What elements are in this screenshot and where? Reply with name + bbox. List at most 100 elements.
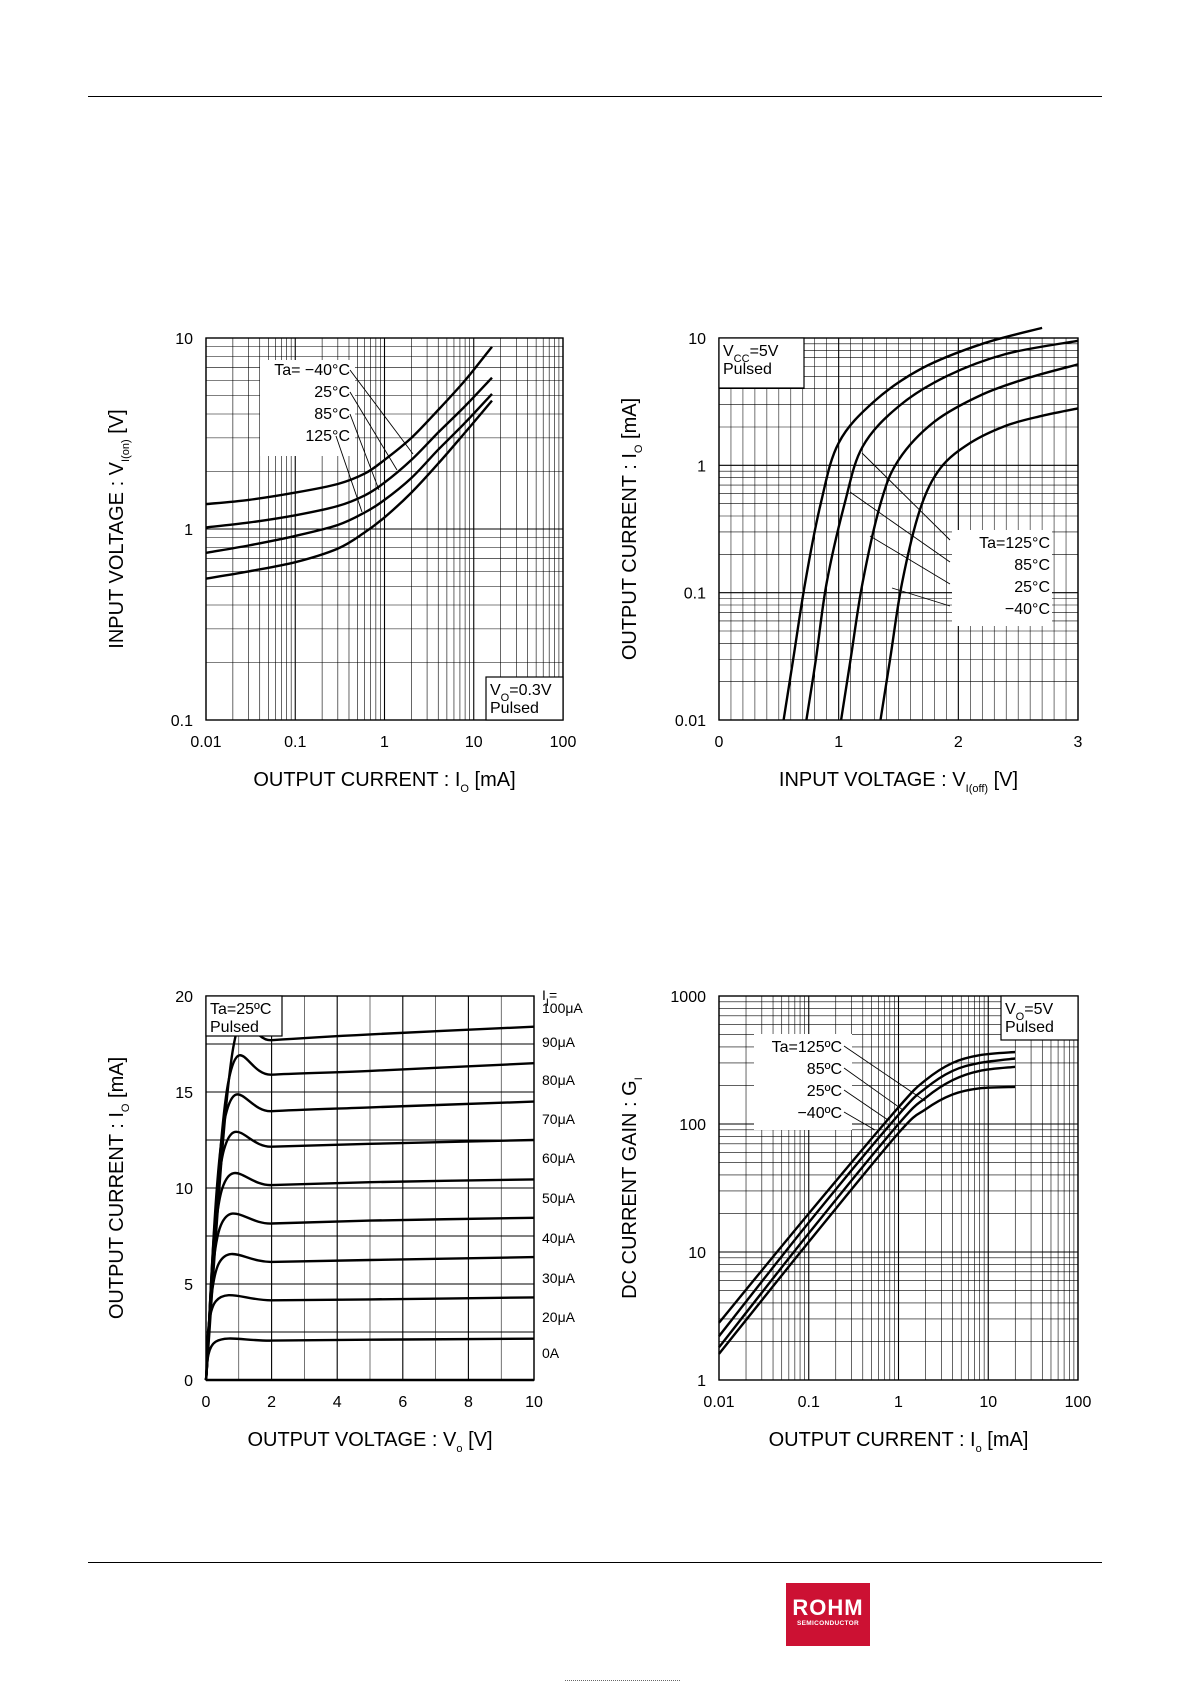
x-tick-label: 2 bbox=[267, 1394, 276, 1411]
x-tick-label: 4 bbox=[333, 1394, 342, 1411]
series-line bbox=[805, 339, 1079, 721]
legend-leader bbox=[843, 1045, 926, 1102]
legend-label: 25°C bbox=[314, 384, 350, 401]
condition-line-2: Pulsed bbox=[490, 700, 539, 717]
x-tick-label: 0 bbox=[202, 1394, 211, 1411]
x-axis-label: OUTPUT CURRENT : IO [mA] bbox=[253, 769, 515, 795]
series-line bbox=[782, 326, 1043, 721]
x-tick-label: 8 bbox=[464, 1394, 473, 1411]
chart-3: 0 2 4 6 8 10 0 5 10 15 20 OUTPUT VOLTAGE : Vo [V] OU… bbox=[106, 987, 583, 1455]
legend-leader bbox=[861, 452, 951, 541]
series-label: 50μA bbox=[542, 1190, 576, 1206]
legend-leader bbox=[349, 369, 414, 455]
series-label: 40μA bbox=[542, 1230, 576, 1246]
series-line bbox=[204, 1337, 535, 1381]
legend-leader bbox=[869, 535, 951, 585]
series-label: 20μA bbox=[542, 1309, 576, 1325]
series-header: II= bbox=[542, 987, 557, 1009]
rohm-logo: ROHM SEMICONDUCTOR bbox=[786, 1583, 870, 1646]
series-label: 0A bbox=[542, 1345, 560, 1361]
x-tick-label: 1 bbox=[380, 734, 389, 751]
x-tick-label: 0.1 bbox=[284, 734, 306, 751]
x-axis-label: OUTPUT CURRENT : Io [mA] bbox=[769, 1429, 1029, 1455]
header-rule bbox=[88, 96, 1102, 97]
legend-label: Ta= −40°C bbox=[274, 362, 350, 379]
legend-leader bbox=[335, 435, 363, 513]
footer-rule bbox=[88, 1562, 1102, 1563]
legend-leader bbox=[349, 391, 398, 471]
legend-leader bbox=[843, 1089, 889, 1121]
legend-leader bbox=[849, 491, 951, 563]
series-label: 60μA bbox=[542, 1150, 576, 1166]
y-tick-label: 10 bbox=[688, 331, 706, 348]
condition-box bbox=[1000, 995, 1079, 1041]
legend-leader bbox=[891, 587, 951, 607]
legend-label: Ta=125°C bbox=[979, 535, 1050, 552]
y-tick-label: 15 bbox=[175, 1085, 193, 1102]
chart-1-grid bbox=[205, 337, 564, 721]
x-tick-label: 10 bbox=[465, 734, 483, 751]
y-tick-label: 1 bbox=[697, 458, 706, 475]
series-line bbox=[205, 376, 493, 529]
x-tick-label: 2 bbox=[954, 734, 963, 751]
x-tick-label: 100 bbox=[1065, 1394, 1092, 1411]
legend-label: 85°C bbox=[1014, 557, 1050, 574]
condition-line-2: Pulsed bbox=[723, 361, 772, 378]
legend-box bbox=[754, 1034, 852, 1130]
series-label: 30μA bbox=[542, 1270, 576, 1286]
x-axis-label: OUTPUT VOLTAGE : Vo [V] bbox=[247, 1429, 492, 1455]
y-tick-label: 1 bbox=[184, 522, 193, 539]
condition-line-2: Pulsed bbox=[1005, 1019, 1054, 1036]
y-axis-label: OUTPUT CURRENT : IO [mA] bbox=[619, 398, 645, 660]
chart-3-grid bbox=[205, 995, 535, 1381]
legend-label: −40°C bbox=[1005, 601, 1050, 618]
x-tick-label: 3 bbox=[1074, 734, 1083, 751]
series-label: 90μA bbox=[542, 1034, 576, 1050]
y-tick-label: 0.01 bbox=[675, 713, 706, 730]
series-line bbox=[205, 345, 493, 506]
legend-label: 85°C bbox=[314, 406, 350, 423]
y-tick-label: 5 bbox=[184, 1277, 193, 1294]
condition-line-1: Ta=25ºC bbox=[210, 1001, 271, 1018]
series-line bbox=[718, 1050, 1016, 1324]
series-line bbox=[718, 1085, 1016, 1355]
series-label: 70μA bbox=[542, 1111, 576, 1127]
y-tick-label: 10 bbox=[688, 1245, 706, 1262]
x-tick-label: 10 bbox=[979, 1394, 997, 1411]
series-line bbox=[204, 1054, 535, 1381]
x-tick-label: 6 bbox=[398, 1394, 407, 1411]
x-tick-label: 1 bbox=[834, 734, 843, 751]
x-tick-label: 100 bbox=[550, 734, 577, 751]
x-tick-label: 1 bbox=[894, 1394, 903, 1411]
condition-line-1: VO=0.3V bbox=[490, 682, 552, 704]
x-tick-label: 0.01 bbox=[190, 734, 221, 751]
logo-text: ROHM bbox=[792, 1595, 864, 1620]
legend-label: Ta=125ºC bbox=[772, 1039, 842, 1056]
series-line bbox=[718, 1057, 1016, 1337]
series-line bbox=[205, 399, 493, 580]
legend-label: −40ºC bbox=[797, 1105, 842, 1122]
series-line bbox=[839, 363, 1079, 721]
condition-box bbox=[718, 337, 805, 389]
x-tick-label: 10 bbox=[525, 1394, 543, 1411]
series-label: 80μA bbox=[542, 1072, 576, 1088]
series-line bbox=[879, 407, 1079, 721]
y-axis-label: DC CURRENT GAIN : GI bbox=[619, 1077, 645, 1299]
x-axis-label: INPUT VOLTAGE : VI(off) [V] bbox=[779, 769, 1018, 795]
y-tick-label: 10 bbox=[175, 331, 193, 348]
condition-box bbox=[485, 676, 564, 721]
series-line bbox=[205, 393, 493, 555]
y-tick-label: 0 bbox=[184, 1373, 193, 1390]
legend-label: 125°C bbox=[305, 428, 350, 445]
series-line bbox=[718, 1065, 1016, 1349]
y-tick-label: 0.1 bbox=[684, 586, 706, 603]
y-tick-label: 10 bbox=[175, 1181, 193, 1198]
legend-box bbox=[952, 530, 1052, 626]
series-label: 100μA bbox=[542, 1000, 583, 1016]
chart-2-grid bbox=[718, 337, 1079, 721]
chart-1: 0.01 0.1 1 10 100 0.1 1 10 OUTPUT CURRENT : IO [… bbox=[106, 331, 576, 795]
x-tick-label: 0.1 bbox=[798, 1394, 820, 1411]
x-tick-label: 0.01 bbox=[703, 1394, 734, 1411]
legend-label: 25ºC bbox=[807, 1083, 842, 1100]
